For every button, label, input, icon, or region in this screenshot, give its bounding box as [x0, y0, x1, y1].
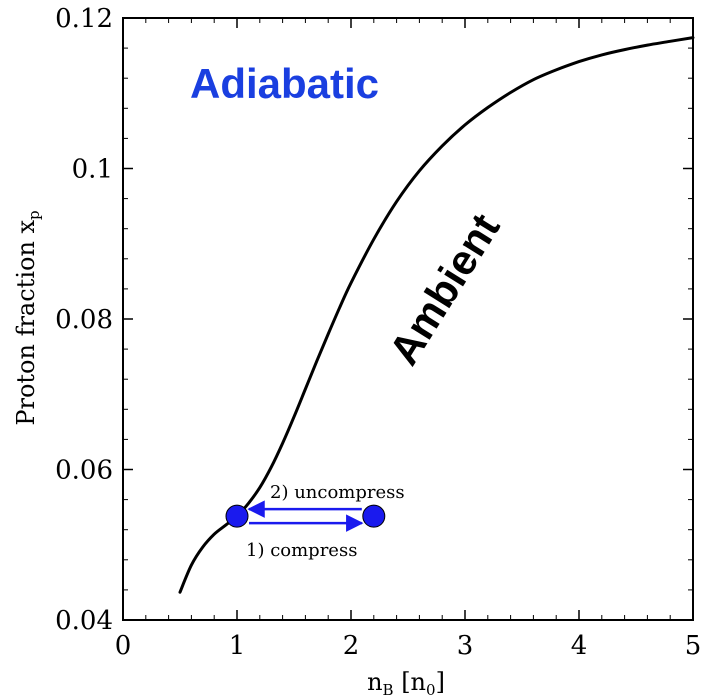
x-tick-label: 1	[229, 631, 246, 661]
state-point	[225, 504, 249, 528]
x-axis-label-main: n	[367, 668, 382, 696]
compress-label: 1) compress	[246, 540, 357, 561]
x-tick-label: 0	[115, 631, 132, 661]
x-tick-label: 4	[571, 631, 588, 661]
x-axis-label-unit-open: [n	[394, 668, 426, 696]
state-points	[225, 504, 386, 528]
adiabatic-label: Adiabatic	[190, 60, 379, 107]
y-tick-label: 0.12	[55, 4, 113, 34]
x-axis-label: nB [n0]	[367, 668, 445, 699]
y-axis-label: Proton fraction xp	[12, 210, 43, 425]
x-axis-label-sub: B	[383, 681, 394, 699]
y-axis-label-sub: p	[25, 210, 43, 220]
y-tick-label: 0.1	[72, 155, 113, 185]
uncompress-label: 2) uncompress	[270, 482, 405, 503]
y-tick-label: 0.08	[55, 305, 113, 335]
y-tick-label: 0.04	[55, 606, 113, 636]
ambient-label: Ambient	[380, 205, 509, 372]
x-axis-label-unit-sub: 0	[426, 681, 436, 699]
state-point	[362, 504, 386, 528]
tick-labels: 0 1 2 3 4 5 0.04 0.06 0.08 0.1 0.12	[55, 4, 701, 661]
x-tick-label: 2	[343, 631, 360, 661]
y-tick-label: 0.06	[55, 456, 113, 486]
x-tick-label: 3	[457, 631, 474, 661]
x-tick-label: 5	[685, 631, 702, 661]
tick-marks	[122, 17, 694, 621]
x-axis-label-unit-close: ]	[436, 668, 445, 696]
y-axis-label-main: Proton fraction x	[12, 219, 40, 425]
